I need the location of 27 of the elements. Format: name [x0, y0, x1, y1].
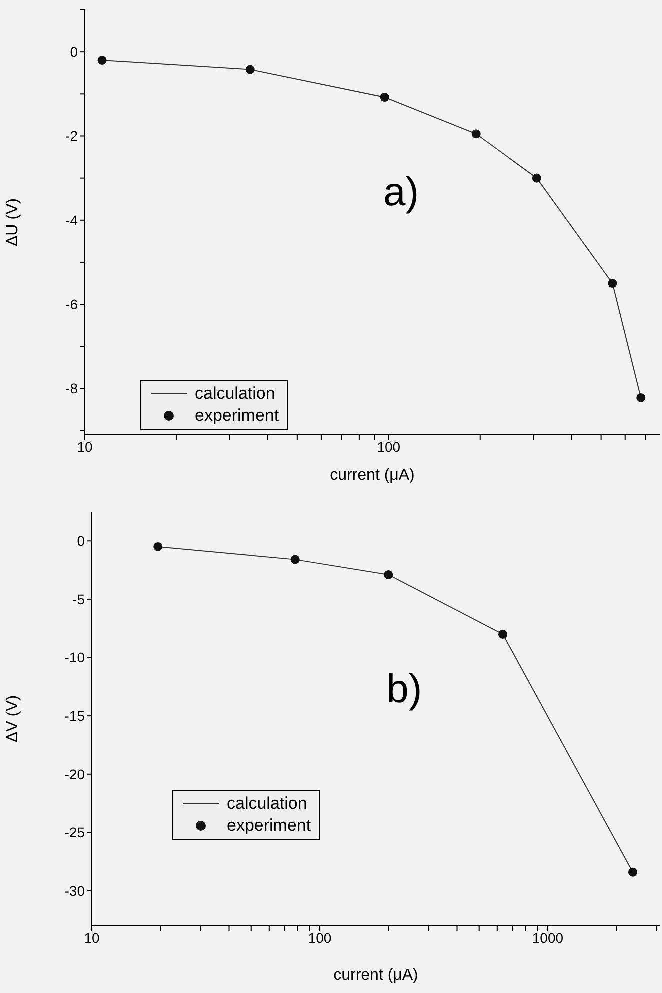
y-tick-label: -5: [72, 591, 86, 608]
x-tick-label: 100: [377, 438, 401, 455]
legend-label: calculation: [227, 793, 308, 815]
x-tick-label: 100: [308, 930, 332, 946]
annotation: a): [383, 170, 420, 216]
y-tick-label: -30: [64, 882, 86, 899]
y-tick-label: -25: [64, 824, 86, 841]
y-tick-label: 0: [77, 533, 86, 550]
y-tick-label: -4: [66, 212, 78, 228]
x-axis-title: current (μA): [330, 467, 415, 484]
y-tick-label: -8: [66, 380, 78, 397]
y-tick-label: -6: [66, 296, 78, 313]
legend-label: calculation: [195, 383, 276, 405]
y-tick-label: -15: [64, 708, 86, 724]
y-tick-label: 0: [70, 44, 78, 60]
x-tick-label: 10: [84, 930, 100, 946]
x-axis-title: current (μA): [334, 967, 418, 984]
annotation: b): [386, 668, 422, 713]
y-tick-label: -20: [64, 766, 86, 782]
legend-label: experiment: [227, 815, 312, 837]
x-tick-label: 1000: [532, 930, 564, 946]
y-axis-title: ΔU (V): [4, 198, 22, 247]
legend-label: experiment: [195, 405, 280, 427]
y-tick-label: -10: [64, 650, 86, 666]
x-tick-label: 10: [77, 438, 93, 455]
y-tick-label: -2: [66, 128, 78, 144]
y-axis-title: ΔV (V): [4, 695, 22, 743]
